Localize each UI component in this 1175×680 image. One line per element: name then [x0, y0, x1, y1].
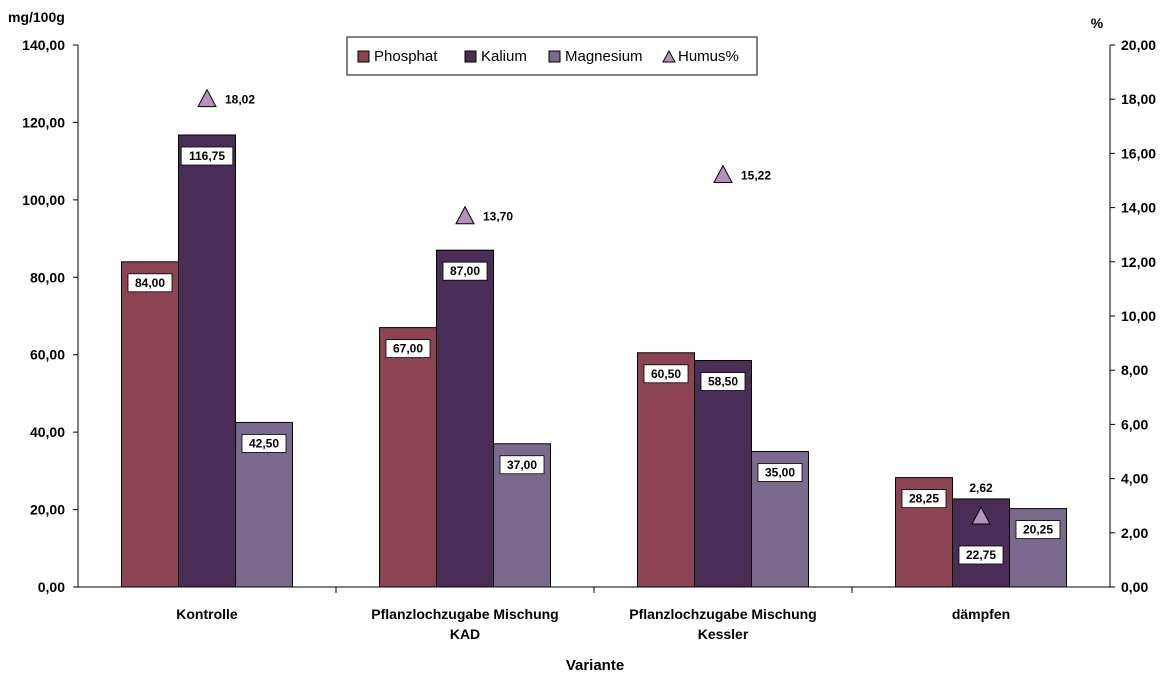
legend-label-phosphat: Phosphat [374, 48, 438, 65]
data-label-box [901, 489, 947, 509]
legend-label-kalium: Kalium [481, 48, 527, 65]
y-right-tick-label: 6,00 [1121, 416, 1148, 432]
data-label-box [241, 434, 287, 453]
bar-phosphat [379, 327, 437, 588]
data-label-box [958, 545, 1004, 565]
data-label-box [180, 146, 234, 166]
legend-swatch-kalium [464, 50, 477, 63]
data-label-humus: 13,70 [483, 210, 513, 224]
data-label-magnesium: 42,50 [249, 436, 279, 450]
y-left-tick-label: 120,00 [22, 114, 65, 130]
y-right-tick-label: 2,00 [1121, 525, 1148, 541]
data-label-kalium: 22,75 [966, 548, 996, 562]
y-right-tick-label: 16,00 [1121, 145, 1156, 161]
bar-kalium [178, 134, 236, 588]
marker-humus [971, 505, 991, 525]
data-label-humus: 2,62 [969, 481, 993, 495]
y-left-tick-label: 40,00 [30, 424, 65, 440]
data-label-box [385, 339, 431, 359]
data-label-magnesium: 20,25 [1023, 523, 1053, 537]
data-label-kalium: 116,75 [189, 149, 225, 163]
legend-swatch-magnesium [548, 50, 561, 63]
data-label-box [700, 372, 746, 391]
x-category-label: Pflanzlochzugabe Mischung [629, 606, 816, 622]
y-right-tick-label: 4,00 [1121, 471, 1148, 487]
y-right-tick-label: 8,00 [1121, 362, 1148, 378]
legend-swatch-phosphat [357, 50, 370, 63]
y-right-tick-label: 12,00 [1121, 254, 1156, 270]
x-category-label: Kontrolle [176, 606, 238, 622]
y-right-tick-label: 20,00 [1121, 37, 1156, 53]
legend: Phosphat Kalium Magnesium Humus% [346, 36, 758, 76]
data-label-box [1015, 520, 1061, 540]
data-label-phosphat: 67,00 [393, 342, 423, 356]
x-axis-title: Variante [566, 657, 624, 674]
x-category-label: KAD [450, 626, 480, 642]
data-label-box [757, 463, 803, 482]
marker-humus [713, 164, 733, 184]
y-right-tick-label: 0,00 [1121, 579, 1148, 595]
bar-phosphat [121, 261, 179, 588]
y-right-tick-label: 10,00 [1121, 308, 1156, 324]
y-right-tick-label: 18,00 [1121, 91, 1156, 107]
data-label-magnesium: 37,00 [507, 458, 537, 472]
bar-phosphat [637, 352, 695, 588]
data-label-box [127, 273, 173, 293]
y-left-unit-label: mg/100g [8, 9, 65, 25]
y-left-tick-label: 60,00 [30, 347, 65, 363]
y-left-tick-label: 140,00 [22, 37, 65, 53]
data-label-box [442, 261, 488, 281]
data-label-humus: 18,02 [225, 93, 255, 107]
data-label-kalium: 58,50 [708, 375, 738, 389]
data-label-kalium: 87,00 [450, 264, 480, 278]
marker-humus [455, 205, 475, 225]
data-label-phosphat: 28,25 [909, 492, 939, 506]
legend-label-humus: Humus% [678, 48, 739, 65]
y-left-tick-label: 0,00 [38, 579, 65, 595]
data-label-magnesium: 35,00 [765, 466, 795, 480]
data-label-phosphat: 84,00 [135, 276, 165, 290]
bar-kalium [694, 360, 752, 588]
x-category-label: Pflanzlochzugabe Mischung [371, 606, 558, 622]
y-right-tick-label: 14,00 [1121, 200, 1156, 216]
data-label-box [499, 455, 545, 475]
marker-humus [197, 88, 217, 108]
y-left-tick-label: 20,00 [30, 502, 65, 518]
y-left-tick-label: 100,00 [22, 192, 65, 208]
legend-swatch-humus [662, 49, 676, 63]
bar-kalium [436, 249, 494, 588]
y-right-unit-label: % [1091, 15, 1104, 31]
data-label-phosphat: 60,50 [651, 367, 681, 381]
data-label-humus: 15,22 [741, 169, 771, 183]
y-left-tick-label: 80,00 [30, 269, 65, 285]
legend-label-magnesium: Magnesium [565, 48, 643, 65]
x-category-label: Kessler [698, 626, 749, 642]
x-category-label: dämpfen [952, 606, 1010, 622]
data-label-box [643, 364, 689, 384]
